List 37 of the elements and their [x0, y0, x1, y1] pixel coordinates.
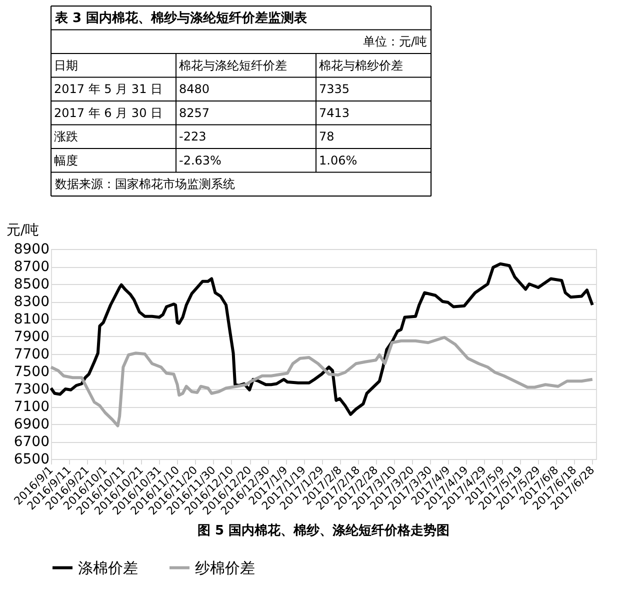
text: 7335: [319, 82, 350, 96]
y-tick-label: 8700: [14, 259, 50, 275]
text: 78: [319, 130, 334, 144]
source-note: 数据来源：国家棉花市场监测系统: [55, 177, 235, 192]
category-label: 涨跌: [54, 130, 78, 144]
text: 8257: [179, 106, 210, 120]
text: -223: [179, 130, 206, 144]
category-label: 日期: [54, 58, 78, 72]
text: 1.06%: [319, 153, 358, 168]
y-tick-label: 8300: [14, 294, 50, 310]
text: 单位：元/吨: [362, 34, 427, 49]
y-tick-label: 8100: [14, 312, 50, 328]
line-series: [50, 262, 594, 416]
y-tick-label: 6700: [14, 434, 50, 450]
y-axis-title: 元/吨: [6, 222, 40, 238]
category-label: 棉花与涤纶短纤价差: [179, 58, 287, 72]
y-tick-label: 7700: [14, 346, 50, 362]
text: 8480: [179, 82, 210, 96]
text: 7413: [319, 106, 350, 120]
category-label: 2017 年 5 月 31 日: [54, 82, 163, 96]
caption: 图 5 国内棉花、棉纱、涤纶短纤价格走势图: [197, 522, 450, 538]
y-tick-label: 7500: [14, 364, 50, 380]
category-label: 2017 年 6 月 30 日: [54, 106, 163, 120]
text: -2.63%: [179, 153, 222, 168]
legend-label: 纱棉价差: [195, 558, 255, 577]
y-tick-label: 8500: [14, 276, 50, 292]
legend-label: 涤棉价差: [78, 558, 138, 577]
y-tick-label: 7300: [14, 382, 50, 398]
text: 表 3 国内棉花、棉纱与涤纶短纤价差监测表: [54, 10, 308, 26]
y-tick-label: 7100: [14, 399, 50, 415]
y-tick-label: 7900: [14, 329, 50, 345]
y-tick-label: 8900: [14, 242, 50, 258]
category-label: 棉花与棉纱价差: [319, 58, 403, 72]
y-tick-label: 6900: [14, 416, 50, 432]
line-series: [50, 336, 594, 428]
y-tick-label: 6500: [14, 452, 50, 468]
category-label: 幅度: [54, 153, 78, 168]
